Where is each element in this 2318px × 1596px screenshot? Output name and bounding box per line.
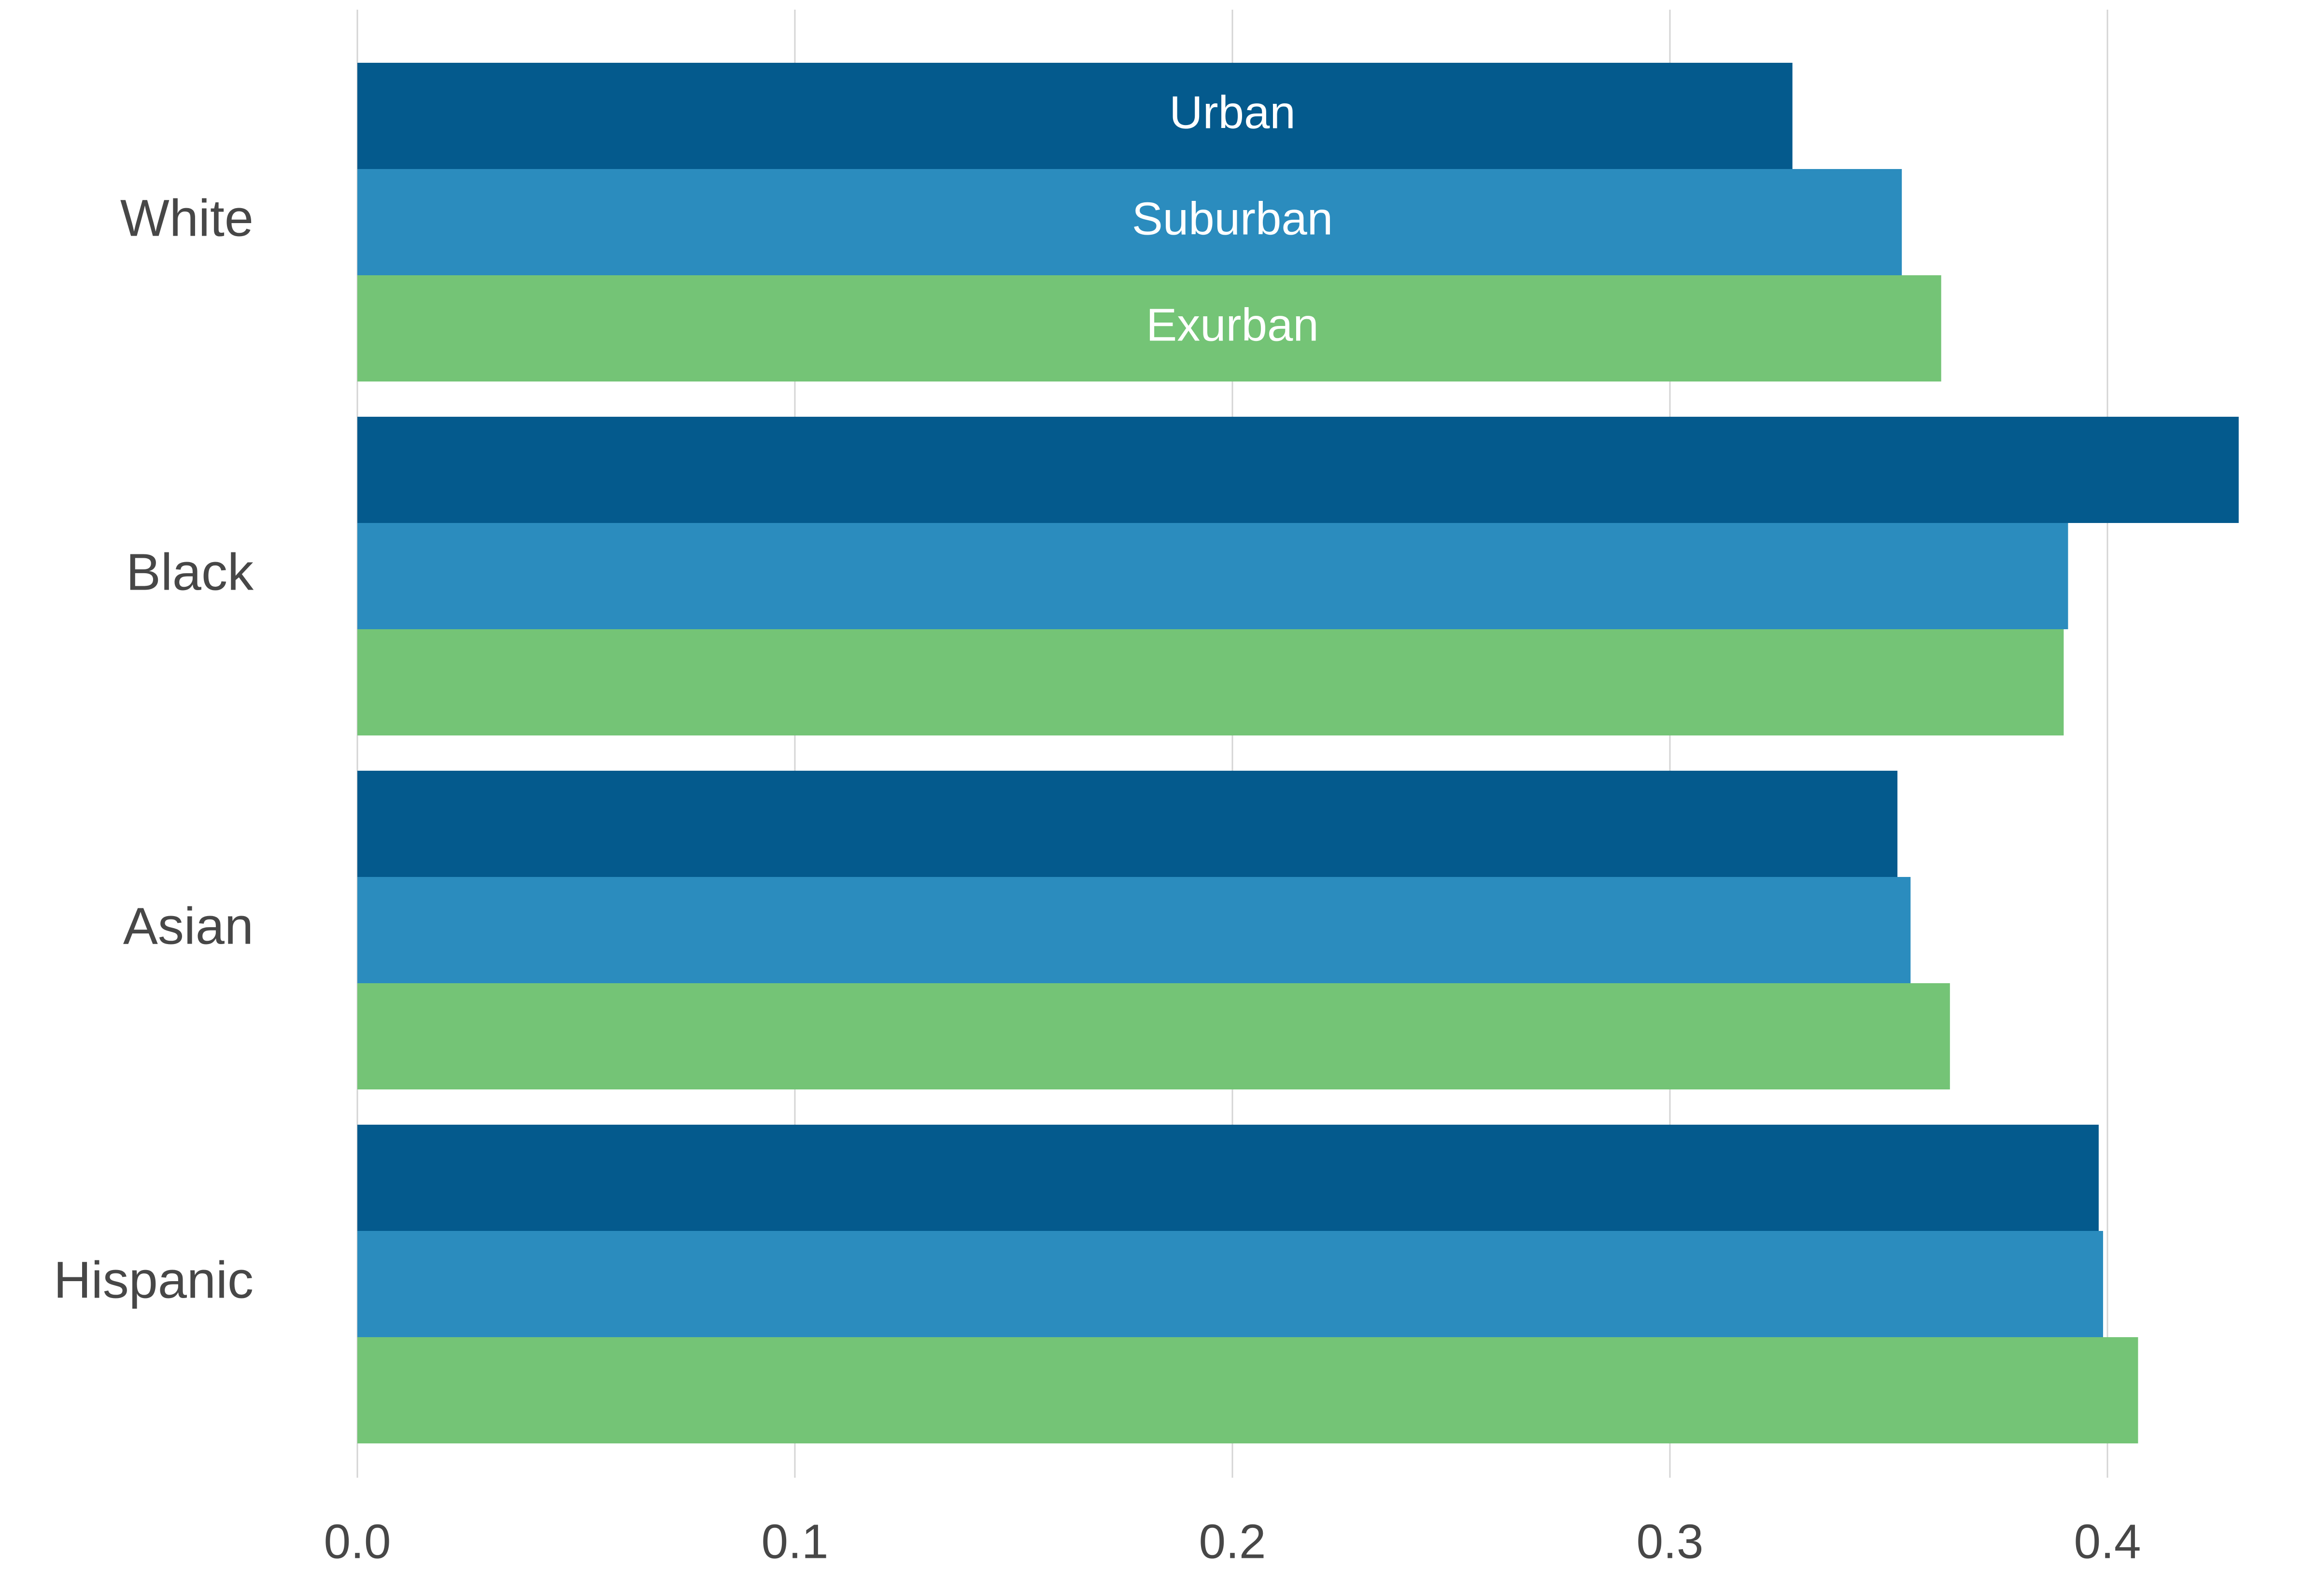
bar-black-exurban xyxy=(357,629,2064,735)
bar-white-urban xyxy=(357,63,1793,169)
series-label-urban: Urban xyxy=(1169,86,1295,138)
bar-asian-urban xyxy=(357,771,1898,877)
bar-asian-exurban xyxy=(357,983,1950,1089)
bar-hispanic-urban xyxy=(357,1125,2099,1231)
x-tick-label: 0.2 xyxy=(1199,1514,1266,1568)
category-label-white: White xyxy=(120,189,254,247)
bar-black-suburban xyxy=(357,523,2068,629)
bar-asian-suburban xyxy=(357,877,1911,983)
bar-labels: Urban Suburban Exurban xyxy=(1132,86,1333,351)
x-axis-tick-labels: 0.0 0.1 0.2 0.3 0.4 xyxy=(324,1514,2141,1568)
x-tick-label: 0.3 xyxy=(1636,1514,1703,1568)
category-label-black: Black xyxy=(126,543,254,601)
bar-white-exurban xyxy=(357,275,1941,381)
x-tick-label: 0.4 xyxy=(2074,1514,2141,1568)
series-label-exurban: Exurban xyxy=(1146,299,1319,351)
bars xyxy=(357,63,2239,1443)
x-tick-label: 0.0 xyxy=(324,1514,391,1568)
bar-hispanic-exurban xyxy=(357,1337,2138,1443)
bar-white-suburban xyxy=(357,169,1902,275)
bar-hispanic-suburban xyxy=(357,1231,2103,1337)
category-label-asian: Asian xyxy=(123,897,254,955)
series-label-suburban: Suburban xyxy=(1132,193,1333,244)
category-labels: White Black Asian Hispanic xyxy=(54,189,254,1309)
bar-black-urban xyxy=(357,417,2239,523)
category-label-hispanic: Hispanic xyxy=(54,1251,254,1309)
x-tick-label: 0.1 xyxy=(761,1514,828,1568)
